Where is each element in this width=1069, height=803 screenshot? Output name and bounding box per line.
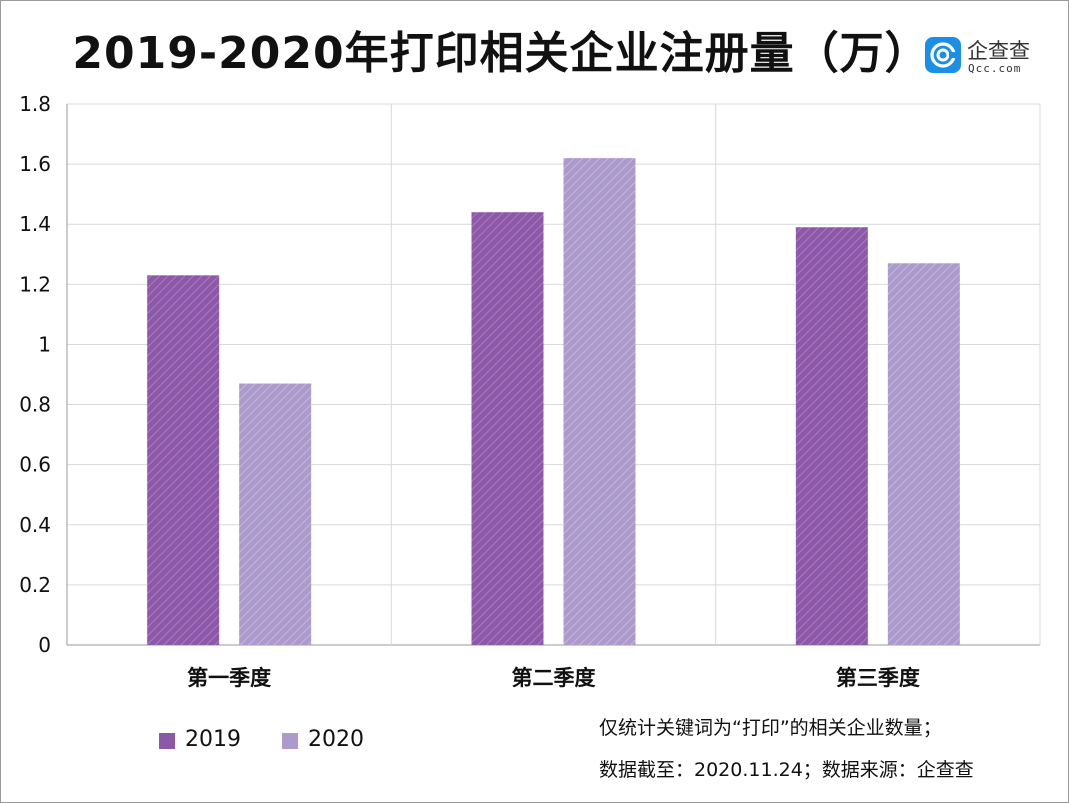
bar-2019-2 [795, 227, 868, 645]
legend-swatch-2019 [159, 733, 175, 749]
bar-2020-0 [239, 383, 312, 645]
y-tick-label: 1 [38, 332, 51, 356]
x-tick-label: 第三季度 [836, 666, 920, 690]
y-tick-label: 0 [38, 633, 51, 657]
footnote-scope: 仅统计关键词为“打印”的相关企业数量； [599, 717, 942, 739]
legend-swatch-2020 [282, 733, 298, 749]
bar-2019-1 [471, 212, 544, 645]
qcc-logo-icon [925, 37, 961, 73]
y-tick-label: 1.2 [19, 272, 51, 296]
x-tick-label: 第二季度 [512, 666, 596, 690]
bar-2020-2 [887, 263, 960, 645]
bar-chart: 0 0.2 0.4 0.6 0.8 1 1.2 1.4 1.6 1.8 第一季度 第二季度 第三季度 [19, 92, 1041, 690]
y-tick-label: 1.4 [19, 212, 51, 236]
y-tick-label: 1.8 [19, 92, 51, 116]
legend-label-2020: 2020 [308, 727, 364, 752]
footnote-source: 数据截至：2020.11.24；数据来源：企查查 [599, 759, 974, 781]
chart-title: 2019-2020年打印相关企业注册量（万） [72, 28, 930, 79]
brand-url: Qcc.com [968, 62, 1022, 75]
brand-logo: 企查查 Qcc.com [925, 35, 1045, 77]
brand-name: 企查查 [967, 39, 1030, 63]
y-tick-label: 0.2 [19, 573, 51, 597]
y-tick-label: 0.4 [19, 513, 51, 537]
bar-2020-1 [563, 158, 636, 645]
legend-label-2019: 2019 [185, 727, 241, 752]
y-tick-label: 0.6 [19, 453, 51, 477]
x-tick-label: 第一季度 [187, 666, 271, 690]
bar-2019-0 [147, 275, 220, 645]
y-tick-label: 0.8 [19, 393, 51, 417]
y-tick-label: 1.6 [19, 152, 51, 176]
